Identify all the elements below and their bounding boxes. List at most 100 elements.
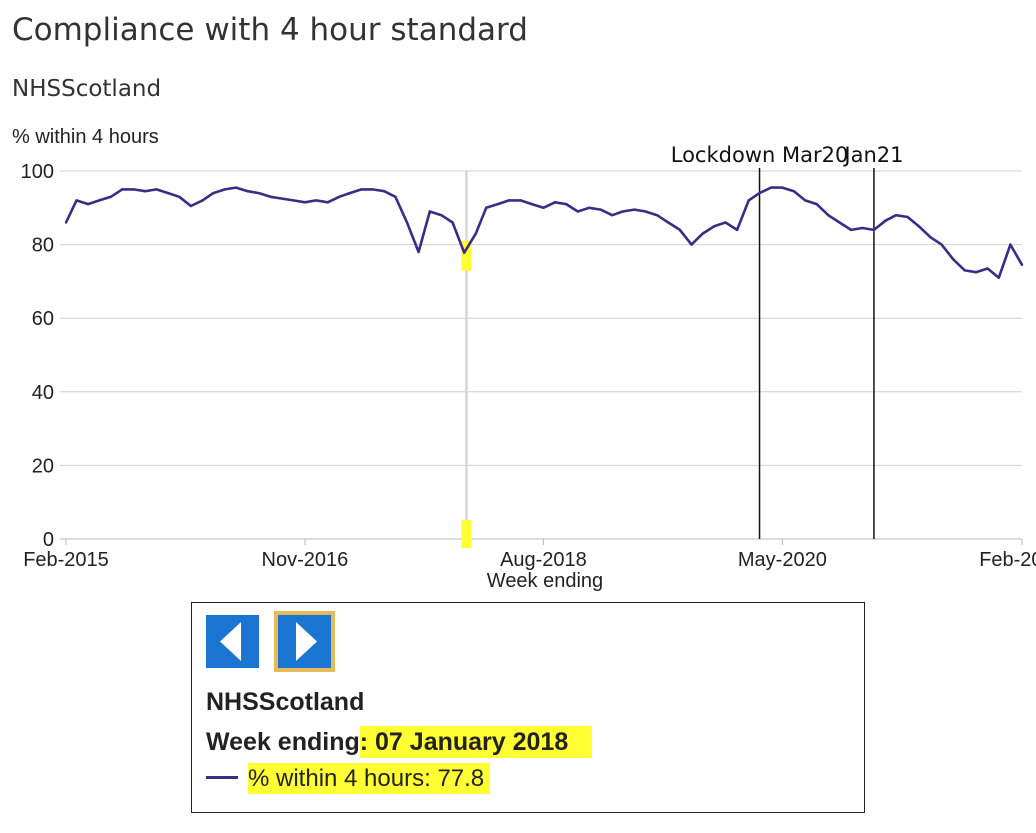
y-tick-label: 40 <box>32 382 54 404</box>
data-point[interactable] <box>576 210 580 213</box>
data-point[interactable] <box>64 221 68 224</box>
data-point[interactable] <box>338 195 341 198</box>
data-point[interactable] <box>872 228 876 232</box>
data-point[interactable] <box>827 213 830 217</box>
data-point[interactable] <box>906 215 909 219</box>
data-point[interactable] <box>382 190 386 193</box>
data-point[interactable] <box>417 250 420 254</box>
data-point[interactable] <box>655 213 659 217</box>
data-point[interactable] <box>132 188 135 191</box>
data-point[interactable] <box>803 199 807 202</box>
data-point[interactable] <box>884 219 887 222</box>
data-point[interactable] <box>792 190 796 193</box>
tooltip-week-value-wrap: : 07 January 2018 <box>359 726 593 758</box>
data-point[interactable] <box>963 269 966 272</box>
data-point[interactable] <box>144 190 147 193</box>
data-point[interactable] <box>769 186 773 189</box>
data-point[interactable] <box>861 226 864 230</box>
data-point[interactable] <box>781 186 784 189</box>
data-point[interactable] <box>371 188 374 191</box>
data-point[interactable] <box>758 191 761 195</box>
arrow-left-icon <box>220 622 241 661</box>
data-point[interactable] <box>894 213 898 217</box>
series-swatch <box>206 776 238 780</box>
data-point[interactable] <box>838 221 841 224</box>
data-point[interactable] <box>120 188 124 191</box>
data-point[interactable] <box>428 210 431 213</box>
x-tick-label: May-2020 <box>738 549 827 571</box>
data-point[interactable] <box>849 228 853 232</box>
y-tick-labels: 0 20 40 60 80 100 <box>21 161 54 551</box>
data-point[interactable] <box>815 202 818 206</box>
data-point[interactable] <box>1009 243 1012 246</box>
data-point[interactable] <box>611 213 614 217</box>
data-point[interactable] <box>212 191 215 195</box>
data-point[interactable] <box>940 243 943 246</box>
previous-point-button[interactable] <box>206 615 259 668</box>
data-point[interactable] <box>348 191 351 195</box>
data-point[interactable] <box>929 236 932 239</box>
data-point[interactable] <box>621 210 624 213</box>
data-point[interactable] <box>360 188 363 191</box>
data-point[interactable] <box>462 251 466 254</box>
data-point[interactable] <box>405 221 409 224</box>
data-point[interactable] <box>599 208 602 211</box>
data-point[interactable] <box>201 199 204 202</box>
data-point[interactable] <box>530 202 534 206</box>
data-point[interactable] <box>474 232 477 235</box>
data-point[interactable] <box>280 197 284 200</box>
data-point[interactable] <box>394 195 397 198</box>
data-point[interactable] <box>485 206 488 209</box>
data-point[interactable] <box>587 206 591 209</box>
data-point[interactable] <box>189 204 193 208</box>
data-point[interactable] <box>565 202 568 206</box>
next-point-button[interactable] <box>274 611 335 672</box>
x-tick-label: Feb-2022 <box>979 549 1036 571</box>
data-point[interactable] <box>440 213 443 217</box>
data-point[interactable] <box>519 199 522 202</box>
data-point[interactable] <box>314 199 318 202</box>
data-point[interactable] <box>952 258 955 261</box>
data-point[interactable] <box>178 195 181 198</box>
data-point[interactable] <box>644 210 647 213</box>
data-point[interactable] <box>86 202 90 206</box>
data-point[interactable] <box>75 199 78 202</box>
data-point[interactable] <box>724 221 727 224</box>
data-point[interactable] <box>269 195 272 198</box>
data-point[interactable] <box>986 267 989 270</box>
data-point[interactable] <box>234 186 238 189</box>
y-tick-label: 20 <box>32 455 54 477</box>
data-point[interactable] <box>303 201 307 204</box>
data-point[interactable] <box>997 276 1001 279</box>
data-point[interactable] <box>98 199 101 202</box>
data-point[interactable] <box>109 195 113 198</box>
data-point[interactable] <box>326 201 329 204</box>
tooltip-series-wrap: % within 4 hours: 77.8 <box>248 763 491 794</box>
data-point[interactable] <box>292 199 295 202</box>
data-point[interactable] <box>223 188 227 191</box>
data-point[interactable] <box>747 199 750 202</box>
data-point[interactable] <box>542 206 545 209</box>
tooltip-series-value: 77.8 <box>437 765 485 792</box>
data-point[interactable] <box>507 199 511 202</box>
data-point[interactable] <box>451 221 454 224</box>
data-point[interactable] <box>166 191 170 195</box>
data-point[interactable] <box>667 221 670 224</box>
data-point[interactable] <box>553 201 557 204</box>
data-point[interactable] <box>735 228 739 232</box>
data-point[interactable] <box>917 225 921 228</box>
data-point[interactable] <box>701 232 704 235</box>
data-point[interactable] <box>496 202 500 206</box>
data-point[interactable] <box>678 228 682 232</box>
data-point[interactable] <box>257 191 261 195</box>
data-point[interactable] <box>1020 263 1024 267</box>
data-point[interactable] <box>690 243 693 246</box>
data-point[interactable] <box>155 188 158 191</box>
data-point[interactable] <box>713 225 716 228</box>
data-point[interactable] <box>246 190 249 193</box>
tooltip-panel: NHSScotland Week ending: 07 January 2018… <box>191 602 865 813</box>
data-point[interactable] <box>974 271 978 274</box>
data-point[interactable] <box>633 208 636 211</box>
series-line[interactable] <box>64 186 1024 279</box>
